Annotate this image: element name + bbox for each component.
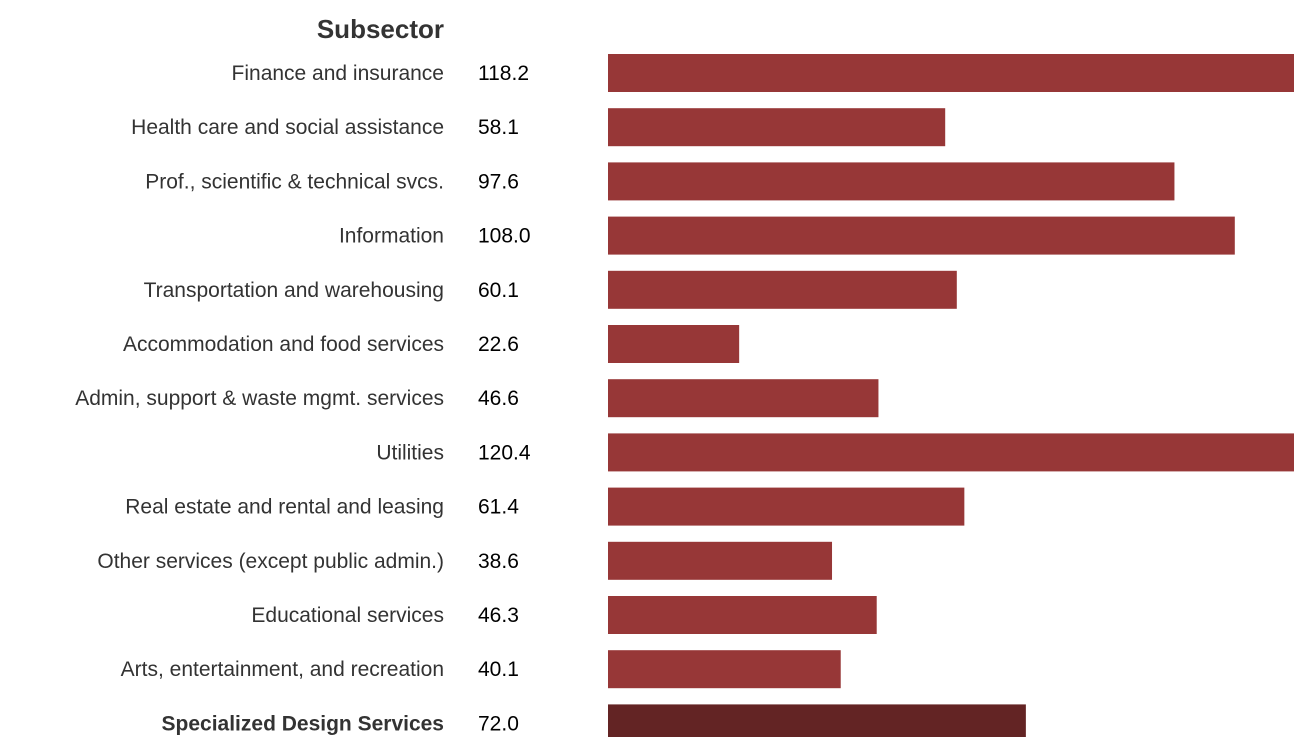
bar xyxy=(608,162,1175,201)
value-label: 60.1 xyxy=(478,279,519,302)
bar xyxy=(608,270,957,309)
bar xyxy=(608,487,965,526)
value-label: 97.6 xyxy=(478,170,519,193)
value-label: 108.0 xyxy=(478,225,531,248)
bar xyxy=(608,325,740,363)
bar xyxy=(608,433,1294,472)
category-label: Accommodation and food services xyxy=(123,333,444,356)
value-label: 118.2 xyxy=(478,62,529,85)
bar xyxy=(608,216,1235,255)
category-label: Finance and insurance xyxy=(232,62,444,85)
category-label: Admin, support & waste mgmt. services xyxy=(75,387,444,410)
category-label: Other services (except public admin.) xyxy=(97,550,444,573)
value-label: 72.0 xyxy=(478,712,519,735)
category-label: Transportation and warehousing xyxy=(144,279,444,302)
category-label: Arts, entertainment, and recreation xyxy=(121,658,444,681)
bar xyxy=(608,108,946,147)
value-label: 40.1 xyxy=(478,658,519,681)
bar xyxy=(608,54,1294,92)
value-label: 61.4 xyxy=(478,496,519,519)
value-label: 22.6 xyxy=(478,333,519,356)
value-label: 46.3 xyxy=(478,604,519,627)
category-label: Utilities xyxy=(376,441,444,464)
category-label: Information xyxy=(339,225,444,248)
category-label: Educational services xyxy=(251,604,444,627)
bar xyxy=(608,650,841,689)
category-label: Health care and social assistance xyxy=(131,116,444,139)
category-label: Real estate and rental and leasing xyxy=(125,496,444,519)
chart-rows: Finance and insurance 118.2 Health care an… xyxy=(75,54,1294,742)
category-label: Specialized Design Services xyxy=(162,712,444,735)
bar xyxy=(608,704,1026,742)
category-label: Prof., scientific & technical svcs. xyxy=(145,170,444,193)
bar xyxy=(608,379,879,418)
value-label: 46.6 xyxy=(478,387,519,410)
column-header-subsector: Subsector xyxy=(317,14,444,44)
value-label: 120.4 xyxy=(478,441,531,464)
value-label: 58.1 xyxy=(478,116,519,139)
value-label: 38.6 xyxy=(478,550,519,573)
bar xyxy=(608,596,877,634)
bar xyxy=(608,541,833,580)
